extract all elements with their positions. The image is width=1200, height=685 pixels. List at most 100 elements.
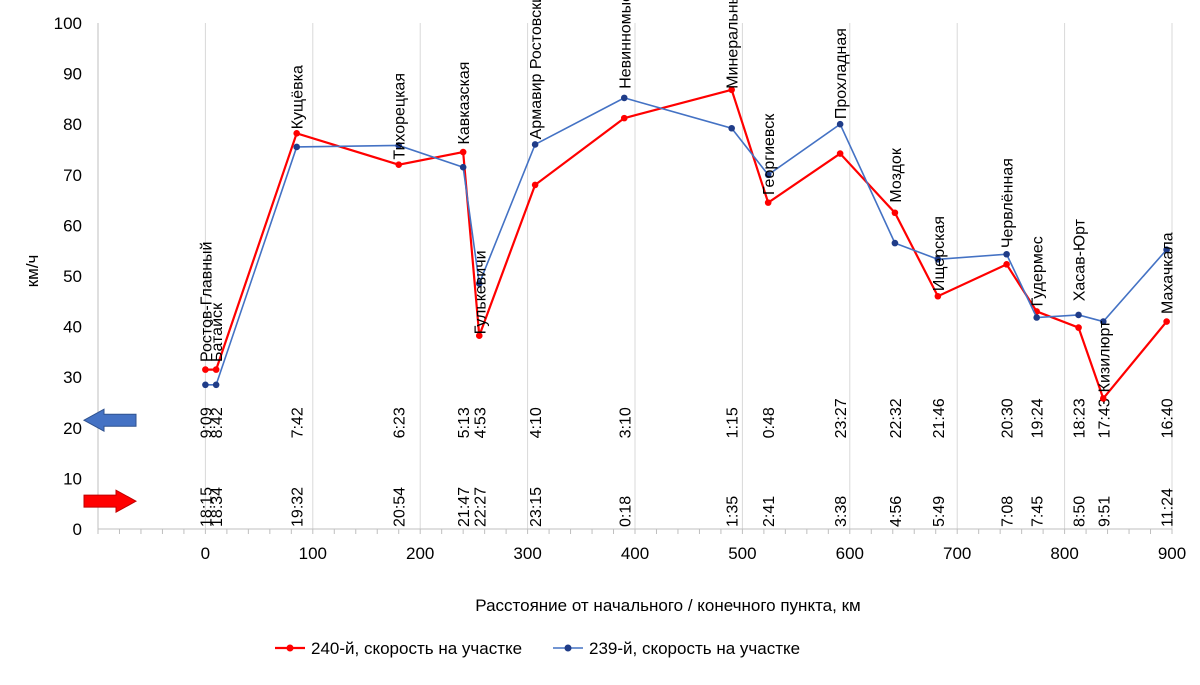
y-tick-label-90: 90: [63, 65, 82, 84]
y-tick-label-20: 20: [63, 419, 82, 438]
time-239-14: 19:24: [1030, 398, 1047, 438]
legend: 240-й, скорость на участке 239-й, скорос…: [275, 639, 800, 658]
series-0-point-17: [1163, 318, 1170, 325]
series-0-point-6: [531, 181, 539, 189]
series-1-point-9: [764, 171, 772, 179]
station-label-17: Махачкала: [1160, 232, 1177, 314]
series-1-point-7: [620, 94, 628, 102]
series-0-point-13: [1003, 261, 1010, 268]
time-239-3: 6:23: [392, 407, 409, 438]
series-1-point-1: [212, 381, 220, 389]
station-label-5: Гулькевичи: [472, 250, 489, 334]
station-label-8: Минеральные Воды: [725, 0, 742, 89]
station-label-6: Армавир Ростовский: [528, 0, 545, 139]
station-label-16: Кизилюрт: [1096, 320, 1113, 392]
series-lines: [202, 86, 1170, 402]
legend-label-239: 239-й, скорость на участке: [589, 639, 800, 658]
station-time-labels: 9:09 18:15 8:42 18:34 7:42 19:32 6:23 20:54 5:13…: [198, 398, 1176, 527]
x-tick-label-700: 700: [943, 544, 971, 563]
axes: [97, 23, 1173, 534]
time-239-1: 8:42: [209, 407, 226, 438]
x-axis-tick-labels: 0 100 200 300 400 500 600 700 800 900: [201, 544, 1187, 563]
series-1-point-3: [395, 142, 403, 149]
legend-marker-239: [564, 644, 572, 652]
time-239-9: 0:48: [761, 407, 778, 438]
series-0-point-3: [395, 161, 403, 168]
station-label-9: Георгиевск: [761, 113, 778, 195]
arrow-left-239: [82, 408, 137, 433]
time-240-11: 4:56: [888, 496, 905, 527]
series-1-point-8: [728, 124, 735, 132]
y-tick-label-10: 10: [63, 469, 82, 488]
time-239-4: 5:13: [456, 407, 473, 438]
station-label-15: Хасав-Юрт: [1072, 218, 1089, 301]
series-1-point-12: [934, 256, 942, 263]
series-0-point-4: [459, 148, 467, 156]
time-240-7: 0:18: [617, 496, 634, 527]
time-240-17: 11:24: [1160, 488, 1177, 527]
station-label-11: Моздок: [888, 147, 905, 202]
series-line-1: [205, 97, 1168, 386]
time-240-16: 9:51: [1096, 496, 1113, 527]
legend-item-240: 240-й, скорость на участке: [275, 639, 522, 658]
x-tick-label-600: 600: [836, 544, 864, 563]
x-tick-label-900: 900: [1158, 544, 1186, 563]
series-0-point-11: [891, 209, 899, 217]
time-239-13: 20:30: [1000, 398, 1017, 438]
time-240-15: 8:50: [1072, 496, 1089, 527]
time-239-0: 9:09: [198, 407, 215, 438]
series-1-point-15: [1075, 311, 1082, 319]
vertical-gridlines: [204, 23, 1173, 529]
series-0-point-10: [836, 150, 844, 157]
series-line-0: [205, 88, 1168, 401]
time-239-6: 4:10: [528, 407, 545, 438]
legend-item-239: 239-й, скорость на участке: [553, 639, 800, 658]
x-tick-label-500: 500: [728, 544, 756, 563]
station-label-13: Червлённая: [1000, 158, 1017, 248]
y-tick-label-70: 70: [63, 166, 82, 185]
series-1-point-10: [836, 120, 844, 128]
series-0-point-7: [620, 114, 628, 122]
station-label-2: Кущёвка: [290, 65, 307, 129]
station-label-12: Ищерская: [931, 216, 948, 291]
y-tick-label-40: 40: [63, 318, 82, 337]
series-0-point-16: [1099, 395, 1107, 402]
legend-label-240: 240-й, скорость на участке: [311, 639, 522, 658]
x-tick-label-800: 800: [1050, 544, 1078, 563]
series-1-point-13: [1003, 250, 1010, 258]
time-240-1: 18:34: [209, 487, 226, 527]
time-240-12: 5:49: [931, 496, 948, 527]
series-1-point-17: [1163, 246, 1170, 253]
y-tick-label-60: 60: [63, 216, 82, 235]
series-0-point-1: [212, 366, 220, 373]
time-239-7: 3:10: [617, 407, 634, 438]
series-0-point-8: [728, 86, 735, 94]
time-240-14: 7:45: [1030, 496, 1047, 527]
station-label-10: Прохладная: [833, 28, 850, 119]
x-tick-label-0: 0: [201, 544, 210, 563]
station-label-7: Невинномысская: [617, 0, 634, 89]
series-0-point-0: [202, 366, 209, 373]
series-1-point-4: [459, 163, 467, 171]
series-1-point-5: [475, 280, 483, 287]
station-label-4: Кавказская: [456, 62, 473, 145]
y-tick-label-30: 30: [63, 368, 82, 387]
time-240-5: 22:27: [472, 487, 489, 527]
series-1-point-16: [1099, 318, 1107, 325]
series-0-point-9: [764, 199, 772, 206]
time-239-8: 1:15: [725, 407, 742, 438]
time-239-15: 18:23: [1072, 398, 1089, 438]
time-240-6: 23:15: [528, 487, 545, 527]
y-tick-label-80: 80: [63, 115, 82, 134]
series-0-point-12: [934, 292, 942, 300]
series-1-point-11: [891, 239, 899, 247]
legend-marker-240: [286, 644, 294, 652]
x-tick-label-100: 100: [299, 544, 327, 563]
x-axis-title: Расстояние от начального / конечного пун…: [475, 596, 860, 615]
station-label-3: Тихорецкая: [392, 73, 409, 160]
arrow-right-240: [83, 489, 138, 514]
time-239-12: 21:46: [931, 398, 948, 438]
series-0-point-15: [1075, 324, 1082, 331]
series-0-point-5: [475, 332, 483, 340]
